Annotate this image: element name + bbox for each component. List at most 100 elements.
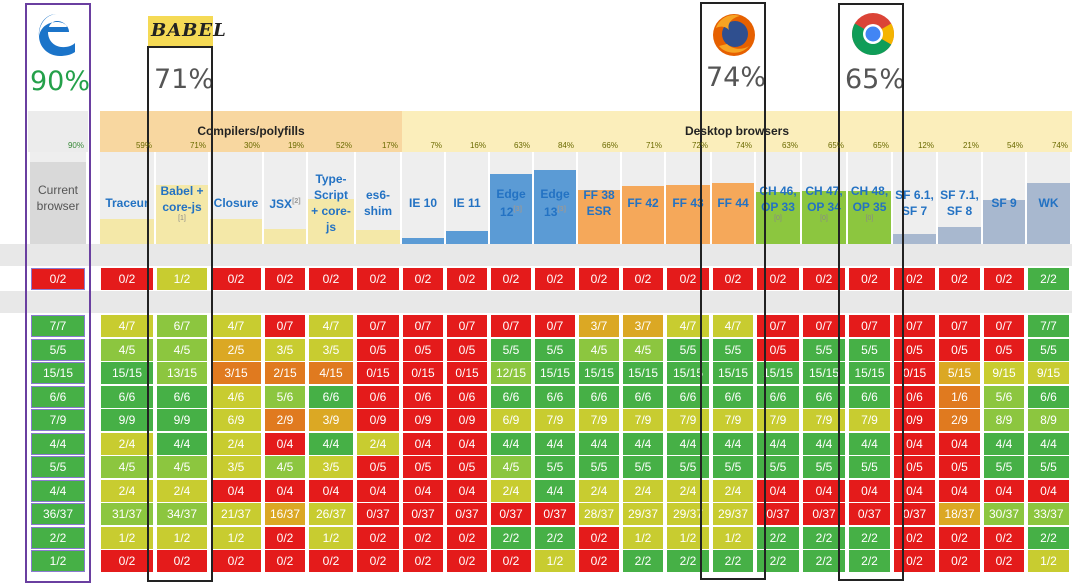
column-header-edge12[interactable]: Edge 12[3] xyxy=(490,152,532,244)
header-text-ch48: CH 48, OP 35 xyxy=(850,184,889,214)
header-ref-ch47: [0] xyxy=(820,215,828,222)
header-fill-closure xyxy=(210,219,262,244)
feature-row-2-value: 5/5 xyxy=(724,343,742,357)
column-header-ch47[interactable]: CH 47, OP 34 [0] xyxy=(802,152,846,244)
feature-row-1-cell-ch46: 0/7 xyxy=(757,315,799,337)
feature-row-9-cell-ff43: 29/37 xyxy=(667,503,709,525)
feature-row-2-cell-ff43: 5/5 xyxy=(667,339,709,361)
feature-row-9-value: 0/37 xyxy=(455,507,479,521)
feature-row-0-cell-ch48: 0/2 xyxy=(849,268,890,290)
feature-row-3-value: 13/15 xyxy=(166,366,198,380)
feature-row-4-value: 0/6 xyxy=(369,390,387,404)
feature-row-2-value: 4/5 xyxy=(634,343,652,357)
feature-row-8-cell-typescript: 0/4 xyxy=(309,480,353,502)
header-fill-traceur xyxy=(100,219,154,244)
feature-row-8-value: 0/4 xyxy=(861,484,878,498)
column-header-ie11[interactable]: IE 11 xyxy=(446,152,488,244)
feature-row-7-cell-ch47: 5/5 xyxy=(803,456,845,478)
column-header-babel[interactable]: Babel + core-js [1] xyxy=(156,152,208,244)
feature-row-5-cell-ff42: 7/9 xyxy=(623,409,663,431)
header-ref-ch46: [0] xyxy=(774,215,782,222)
feature-row-2-value: 4/5 xyxy=(590,343,608,357)
column-header-traceur[interactable]: Traceur xyxy=(100,152,154,244)
feature-row-9-cell-es6shim: 0/37 xyxy=(357,503,399,525)
feature-row-2-cell-sf61: 0/5 xyxy=(894,339,935,361)
feature-row-9-value: 18/37 xyxy=(944,507,975,521)
feature-row-6-value: 0/4 xyxy=(906,437,923,451)
feature-row-10-cell-ch46: 2/2 xyxy=(757,527,799,549)
feature-row-2-cell-ch47: 5/5 xyxy=(803,339,845,361)
feature-row-8-cell-current: 4/4 xyxy=(31,480,85,502)
header-fill-wk xyxy=(1027,183,1070,244)
column-header-wk[interactable]: WK xyxy=(1027,152,1070,244)
column-header-closure[interactable]: Closure xyxy=(210,152,262,244)
column-header-ff38[interactable]: FF 38 ESR xyxy=(578,152,620,244)
column-header-typescript[interactable]: Type-Script + core-js xyxy=(308,152,354,244)
feature-row-2-value: 5/5 xyxy=(502,343,520,357)
feature-row-4-value: 6/6 xyxy=(590,390,608,404)
column-header-edge13[interactable]: Edge 13[3] xyxy=(534,152,576,244)
feature-row-6-cell-ff38: 4/4 xyxy=(579,433,619,455)
column-header-ff44[interactable]: FF 44 xyxy=(712,152,754,244)
header-text-edge12: Edge 12 xyxy=(496,187,526,219)
feature-row-4-cell-ff42: 6/6 xyxy=(623,386,663,408)
feature-row-8-value: 0/4 xyxy=(322,484,340,498)
column-header-sf71[interactable]: SF 7.1, SF 8 xyxy=(938,152,981,244)
feature-row-7-cell-current: 5/5 xyxy=(31,456,85,478)
feature-row-0-value: 0/2 xyxy=(861,272,878,286)
feature-row-11-cell-ff44: 2/2 xyxy=(713,550,753,572)
feature-row-6-value: 4/4 xyxy=(724,437,742,451)
header-text-ie11: IE 11 xyxy=(453,196,481,210)
feature-row-2-value: 0/5 xyxy=(458,343,476,357)
feature-row-5-value: 0/9 xyxy=(369,413,387,427)
column-header-ff42[interactable]: FF 42 xyxy=(622,152,664,244)
feature-row-10-cell-closure: 1/2 xyxy=(211,527,261,549)
column-header-es6shim[interactable]: es6-shim xyxy=(356,152,400,244)
feature-row-7-cell-jsx: 4/5 xyxy=(265,456,305,478)
feature-row-5-cell-jsx: 2/9 xyxy=(265,409,305,431)
feature-row-11-value: 0/2 xyxy=(414,554,432,568)
column-header-ie10[interactable]: IE 10 xyxy=(402,152,444,244)
feature-row-10-cell-babel: 1/2 xyxy=(157,527,207,549)
feature-row-0-value: 1/2 xyxy=(173,272,191,286)
feature-row-3-value: 3/15 xyxy=(224,366,248,380)
feature-row-10-value: 2/2 xyxy=(49,531,67,545)
feature-row-0-cell-ff43: 0/2 xyxy=(667,268,709,290)
column-header-jsx[interactable]: JSX[2] xyxy=(264,152,306,244)
feature-row-7-value: 3/5 xyxy=(227,460,245,474)
feature-row-11-value: 0/2 xyxy=(276,554,294,568)
feature-row-1-value: 4/7 xyxy=(118,319,136,333)
feature-row-5-value: 7/9 xyxy=(546,413,564,427)
feature-row-0-value: 0/2 xyxy=(679,272,697,286)
feature-row-3-cell-ff38: 15/15 xyxy=(579,362,619,384)
feature-row-6-value: 4/4 xyxy=(815,437,833,451)
feature-row-11-cell-edge13: 1/2 xyxy=(535,550,575,572)
feature-row-1-cell-typescript: 4/7 xyxy=(309,315,353,337)
feature-row-6-cell-current: 4/4 xyxy=(31,433,85,455)
feature-row-3-value: 15/15 xyxy=(583,366,615,380)
column-header-sf61[interactable]: SF 6.1, SF 7 xyxy=(893,152,936,244)
column-header-ff43[interactable]: FF 43 xyxy=(666,152,710,244)
column-header-ch46[interactable]: CH 46, OP 33 [0] xyxy=(756,152,800,244)
column-header-sf9[interactable]: SF 9 xyxy=(983,152,1025,244)
header-text-traceur: Traceur xyxy=(105,196,149,210)
header-fill-ch48 xyxy=(848,191,891,244)
feature-row-0-cell-wk: 2/2 xyxy=(1028,268,1069,290)
header-text-ff42: FF 42 xyxy=(627,196,659,210)
feature-row-1-cell-es6shim: 0/7 xyxy=(357,315,399,337)
feature-row-4-cell-typescript: 6/6 xyxy=(309,386,353,408)
feature-row-2-cell-closure: 2/5 xyxy=(211,339,261,361)
column-header-ch48[interactable]: CH 48, OP 35 [0] xyxy=(848,152,891,244)
feature-row-9-value: 29/37 xyxy=(627,507,659,521)
feature-row-2-cell-edge13: 5/5 xyxy=(535,339,575,361)
feature-row-11-cell-ie11: 0/2 xyxy=(447,550,487,572)
feature-row-10-cell-current: 2/2 xyxy=(31,527,85,549)
feature-row-9-cell-jsx: 16/37 xyxy=(265,503,305,525)
feature-row-5-value: 9/9 xyxy=(173,413,191,427)
feature-row-10-cell-ie11: 0/2 xyxy=(447,527,487,549)
feature-row-2-value: 2/5 xyxy=(227,343,245,357)
feature-row-5-value: 8/9 xyxy=(1040,413,1057,427)
feature-row-5-cell-current: 7/9 xyxy=(31,409,85,431)
feature-row-2-cell-ie10: 0/5 xyxy=(403,339,443,361)
